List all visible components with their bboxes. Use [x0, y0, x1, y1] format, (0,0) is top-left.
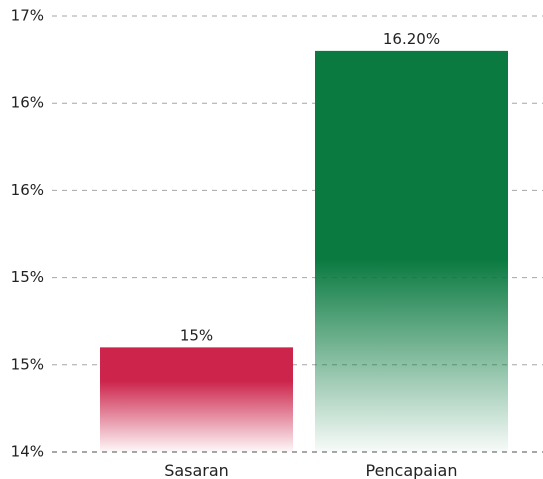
- x-category-label: Pencapaian: [365, 461, 457, 479]
- y-tick-label: 14%: [11, 443, 44, 461]
- x-category-label: Sasaran: [164, 461, 229, 479]
- bar-sasaran: [100, 347, 293, 452]
- y-tick-label: 15%: [11, 355, 44, 373]
- data-label: 16.20%: [383, 30, 440, 48]
- labels: 15% Sasaran 16.20% Pencapaian: [164, 30, 457, 479]
- y-axis: 14% 15% 15% 16% 16% 17%: [11, 7, 44, 461]
- y-tick-label: 16%: [11, 94, 44, 112]
- y-tick-label: 15%: [11, 268, 44, 286]
- bars: [100, 50, 508, 452]
- y-tick-label: 17%: [11, 7, 44, 25]
- y-tick-label: 16%: [11, 181, 44, 199]
- bar-pencapaian: [315, 50, 508, 452]
- data-label: 15%: [180, 326, 213, 344]
